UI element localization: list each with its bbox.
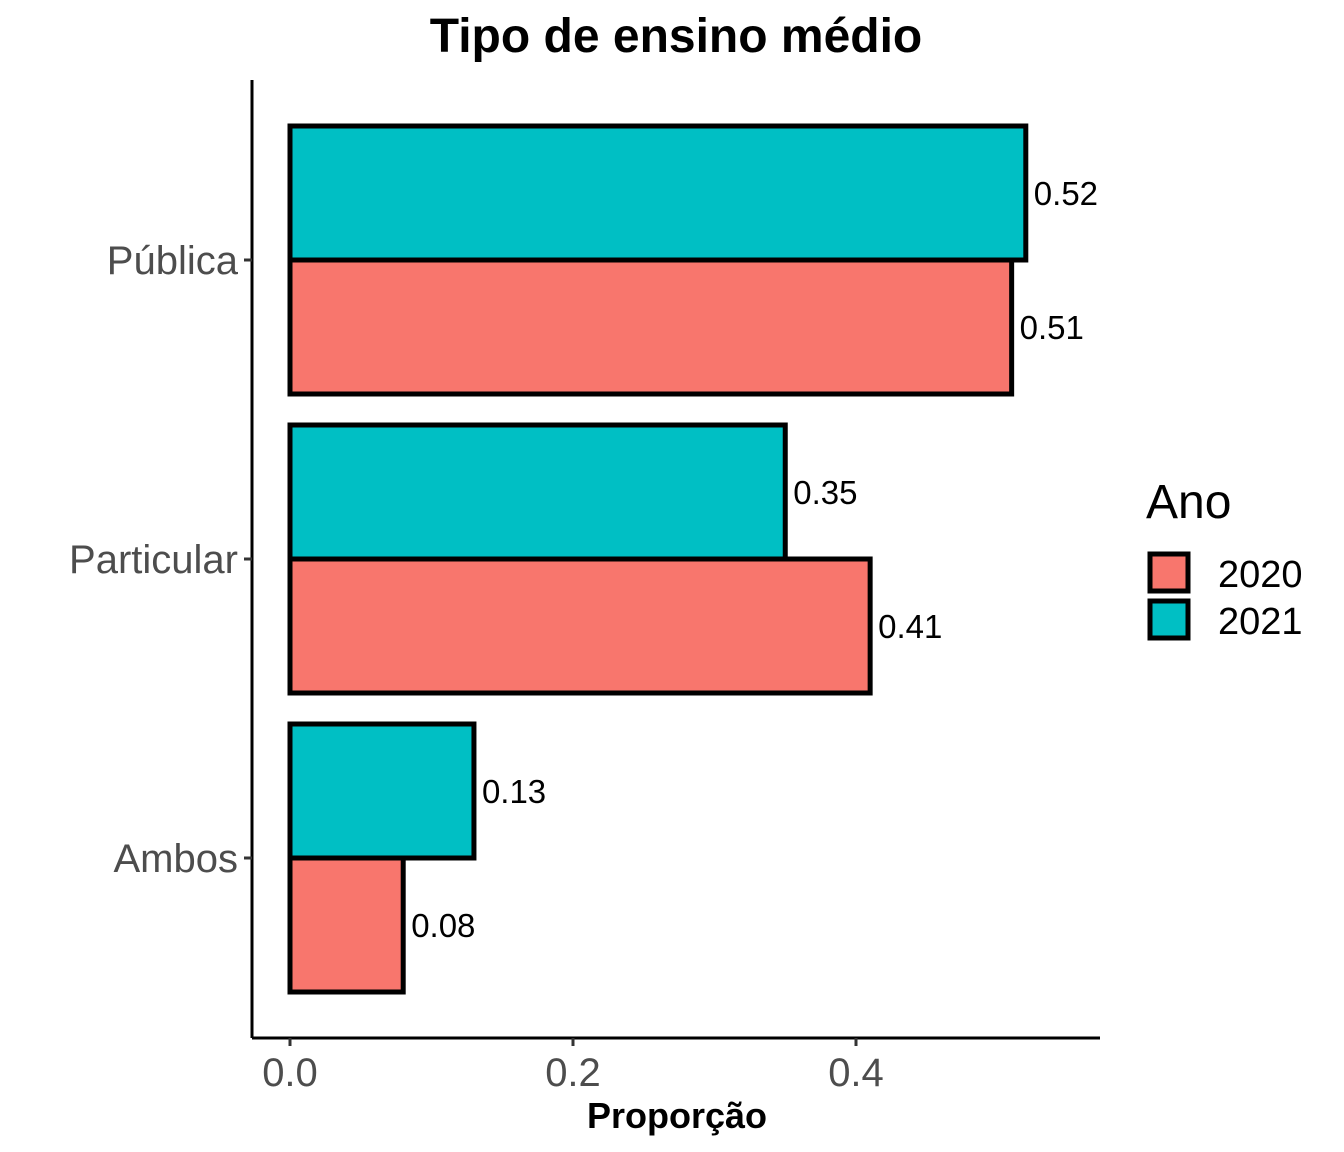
axes-group: Pública Particular Ambos 0.0 0.2 0.4 <box>69 80 1100 1095</box>
data-label-ambos-2021: 0.13 <box>482 773 546 810</box>
legend-label-2020: 2020 <box>1218 554 1303 596</box>
y-tick-label-pública: Pública <box>107 239 239 283</box>
x-axis-title: Proporção <box>587 1095 767 1136</box>
bar-ambos-2020 <box>287 855 406 995</box>
data-label-pública-2021: 0.52 <box>1034 175 1098 212</box>
bar-pública-2020 <box>287 257 1015 397</box>
legend-label-2021: 2021 <box>1218 601 1303 643</box>
bar-pública-2021 <box>287 123 1029 263</box>
data-label-particular-2021: 0.35 <box>793 474 857 511</box>
y-tick-label-particular: Particular <box>69 538 238 582</box>
legend-key-2021 <box>1147 598 1191 641</box>
legend: Ano 2020 2021 <box>1146 476 1303 643</box>
bars-group <box>287 123 1029 995</box>
y-tick-label-ambos: Ambos <box>114 837 239 881</box>
bar-particular-2020 <box>287 556 873 696</box>
data-labels-group: 0.51 0.52 0.41 0.35 0.08 0.13 <box>411 175 1098 944</box>
data-label-pública-2020: 0.51 <box>1020 309 1084 346</box>
legend-key-2020 <box>1147 551 1191 594</box>
bar-particular-2021 <box>287 422 788 562</box>
data-label-particular-2020: 0.41 <box>878 608 942 645</box>
x-tick-label-1: 0.2 <box>545 1051 601 1095</box>
data-label-ambos-2020: 0.08 <box>411 907 475 944</box>
x-tick-label-0: 0.0 <box>262 1051 318 1095</box>
chart-title: Tipo de ensino médio <box>430 10 923 63</box>
legend-title: Ano <box>1146 476 1231 529</box>
x-tick-label-2: 0.4 <box>828 1051 884 1095</box>
bar-ambos-2021 <box>287 721 477 861</box>
